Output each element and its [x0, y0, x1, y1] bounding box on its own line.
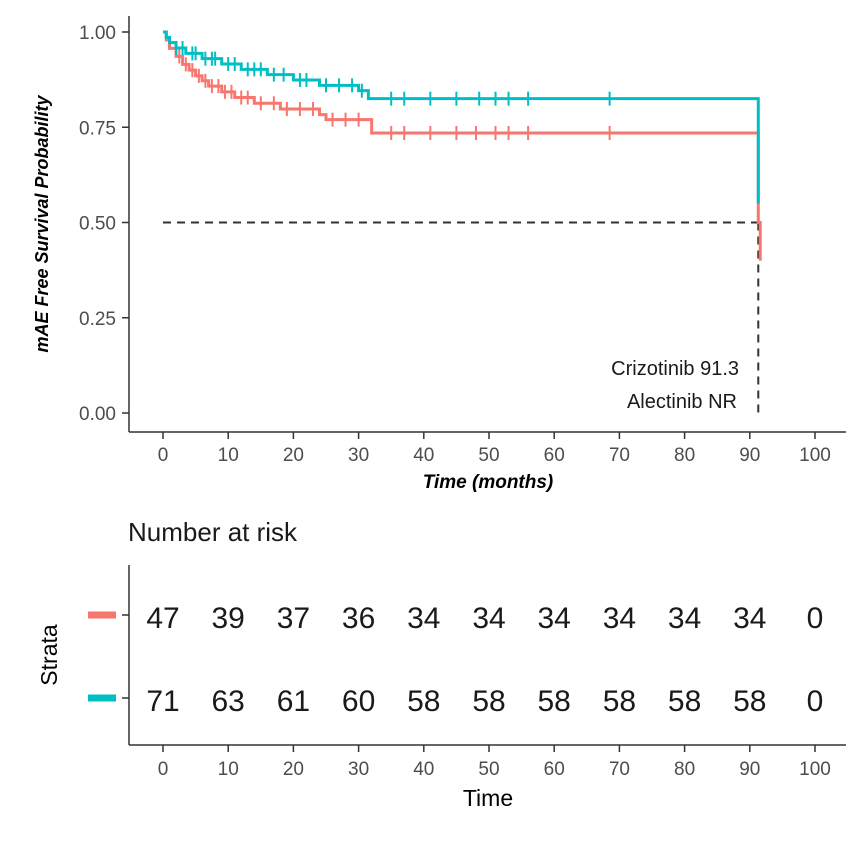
median-reference-lines	[163, 221, 760, 413]
risk-count-crizotinib: 34	[407, 602, 440, 635]
km-y-ticks: 0.00 0.25 0.50 0.75 1.00	[79, 23, 129, 425]
risk-count-crizotinib: 47	[146, 602, 179, 635]
km-x-tick-label: 80	[674, 445, 695, 466]
risk-x-tick-label: 20	[283, 759, 304, 780]
risk-count-crizotinib: 34	[603, 602, 636, 635]
risk-count-alectinib: 60	[342, 685, 375, 718]
risk-x-tick-label: 100	[799, 759, 831, 780]
km-x-tick-label: 0	[158, 445, 169, 466]
annotation-alectinib-median: Alectinib NR	[627, 391, 737, 413]
risk-x-axis-title: Time	[463, 785, 513, 811]
risk-x-tick-label: 60	[544, 759, 565, 780]
annotation-crizotinib-median: Crizotinib 91.3	[611, 358, 739, 380]
km-plot-panel: 0.00 0.25 0.50 0.75 1.00 0 10 20 30 40 50 60 70 80 90…	[32, 16, 846, 493]
risk-count-crizotinib: 34	[668, 602, 701, 635]
censor-marks	[175, 41, 611, 140]
risk-count-alectinib: 63	[212, 685, 245, 718]
risk-x-tick-label: 10	[218, 759, 239, 780]
risk-count-crizotinib: 39	[212, 602, 245, 635]
km-y-tick-label: 0.25	[79, 309, 116, 330]
survival-curves	[163, 30, 762, 261]
risk-count-alectinib: 58	[472, 685, 505, 718]
risk-x-ticks: 0 10 20 30 40 50 60 70 80 90 100	[158, 745, 831, 780]
survival-curve-crizotinib	[163, 30, 762, 261]
km-x-tick-label: 90	[739, 445, 760, 466]
risk-table-rows: 47 39 37 36 34 34 34 34 34 34 0 71 63 61 60 58 58 58 58 58 5…	[88, 602, 823, 718]
km-x-tick-label: 20	[283, 445, 304, 466]
km-x-tick-label: 30	[348, 445, 369, 466]
risk-count-alectinib: 0	[807, 685, 824, 718]
risk-count-crizotinib: 0	[807, 602, 824, 635]
km-x-tick-label: 70	[609, 445, 630, 466]
risk-x-tick-label: 0	[158, 759, 169, 780]
risk-x-tick-label: 50	[478, 759, 499, 780]
risk-x-tick-label: 80	[674, 759, 695, 780]
risk-count-alectinib: 58	[538, 685, 571, 718]
km-x-tick-label: 10	[218, 445, 239, 466]
risk-count-alectinib: 58	[733, 685, 766, 718]
km-x-tick-label: 60	[544, 445, 565, 466]
risk-count-crizotinib: 36	[342, 602, 375, 635]
km-y-tick-label: 0.50	[79, 214, 116, 235]
risk-x-tick-label: 40	[413, 759, 434, 780]
km-y-tick-label: 0.75	[79, 118, 116, 139]
risk-count-alectinib: 61	[277, 685, 310, 718]
km-x-tick-label: 100	[799, 445, 831, 466]
risk-y-axis-title: Strata	[36, 624, 62, 686]
survival-curve-alectinib	[163, 30, 760, 204]
risk-count-crizotinib: 34	[472, 602, 505, 635]
risk-count-alectinib: 58	[603, 685, 636, 718]
risk-x-tick-label: 90	[739, 759, 760, 780]
km-y-tick-label: 1.00	[79, 23, 116, 44]
risk-x-tick-label: 70	[609, 759, 630, 780]
risk-table-panel: Number at risk 0 10 20 30 40 50 60 70 80 90 100 47…	[36, 517, 846, 811]
km-x-tick-label: 40	[413, 445, 434, 466]
risk-table-title: Number at risk	[128, 517, 298, 547]
risk-count-crizotinib: 37	[277, 602, 310, 635]
risk-x-tick-label: 30	[348, 759, 369, 780]
km-x-ticks: 0 10 20 30 40 50 60 70 80 90 100	[158, 432, 831, 466]
km-x-tick-label: 50	[478, 445, 499, 466]
risk-count-crizotinib: 34	[733, 602, 766, 635]
risk-count-alectinib: 71	[146, 685, 179, 718]
risk-count-alectinib: 58	[407, 685, 440, 718]
risk-count-crizotinib: 34	[538, 602, 571, 635]
km-y-axis-title: mAE Free Survival Probability	[32, 94, 52, 352]
km-x-axis-title: Time (months)	[423, 472, 554, 493]
km-y-tick-label: 0.00	[79, 404, 116, 425]
risk-count-alectinib: 58	[668, 685, 701, 718]
